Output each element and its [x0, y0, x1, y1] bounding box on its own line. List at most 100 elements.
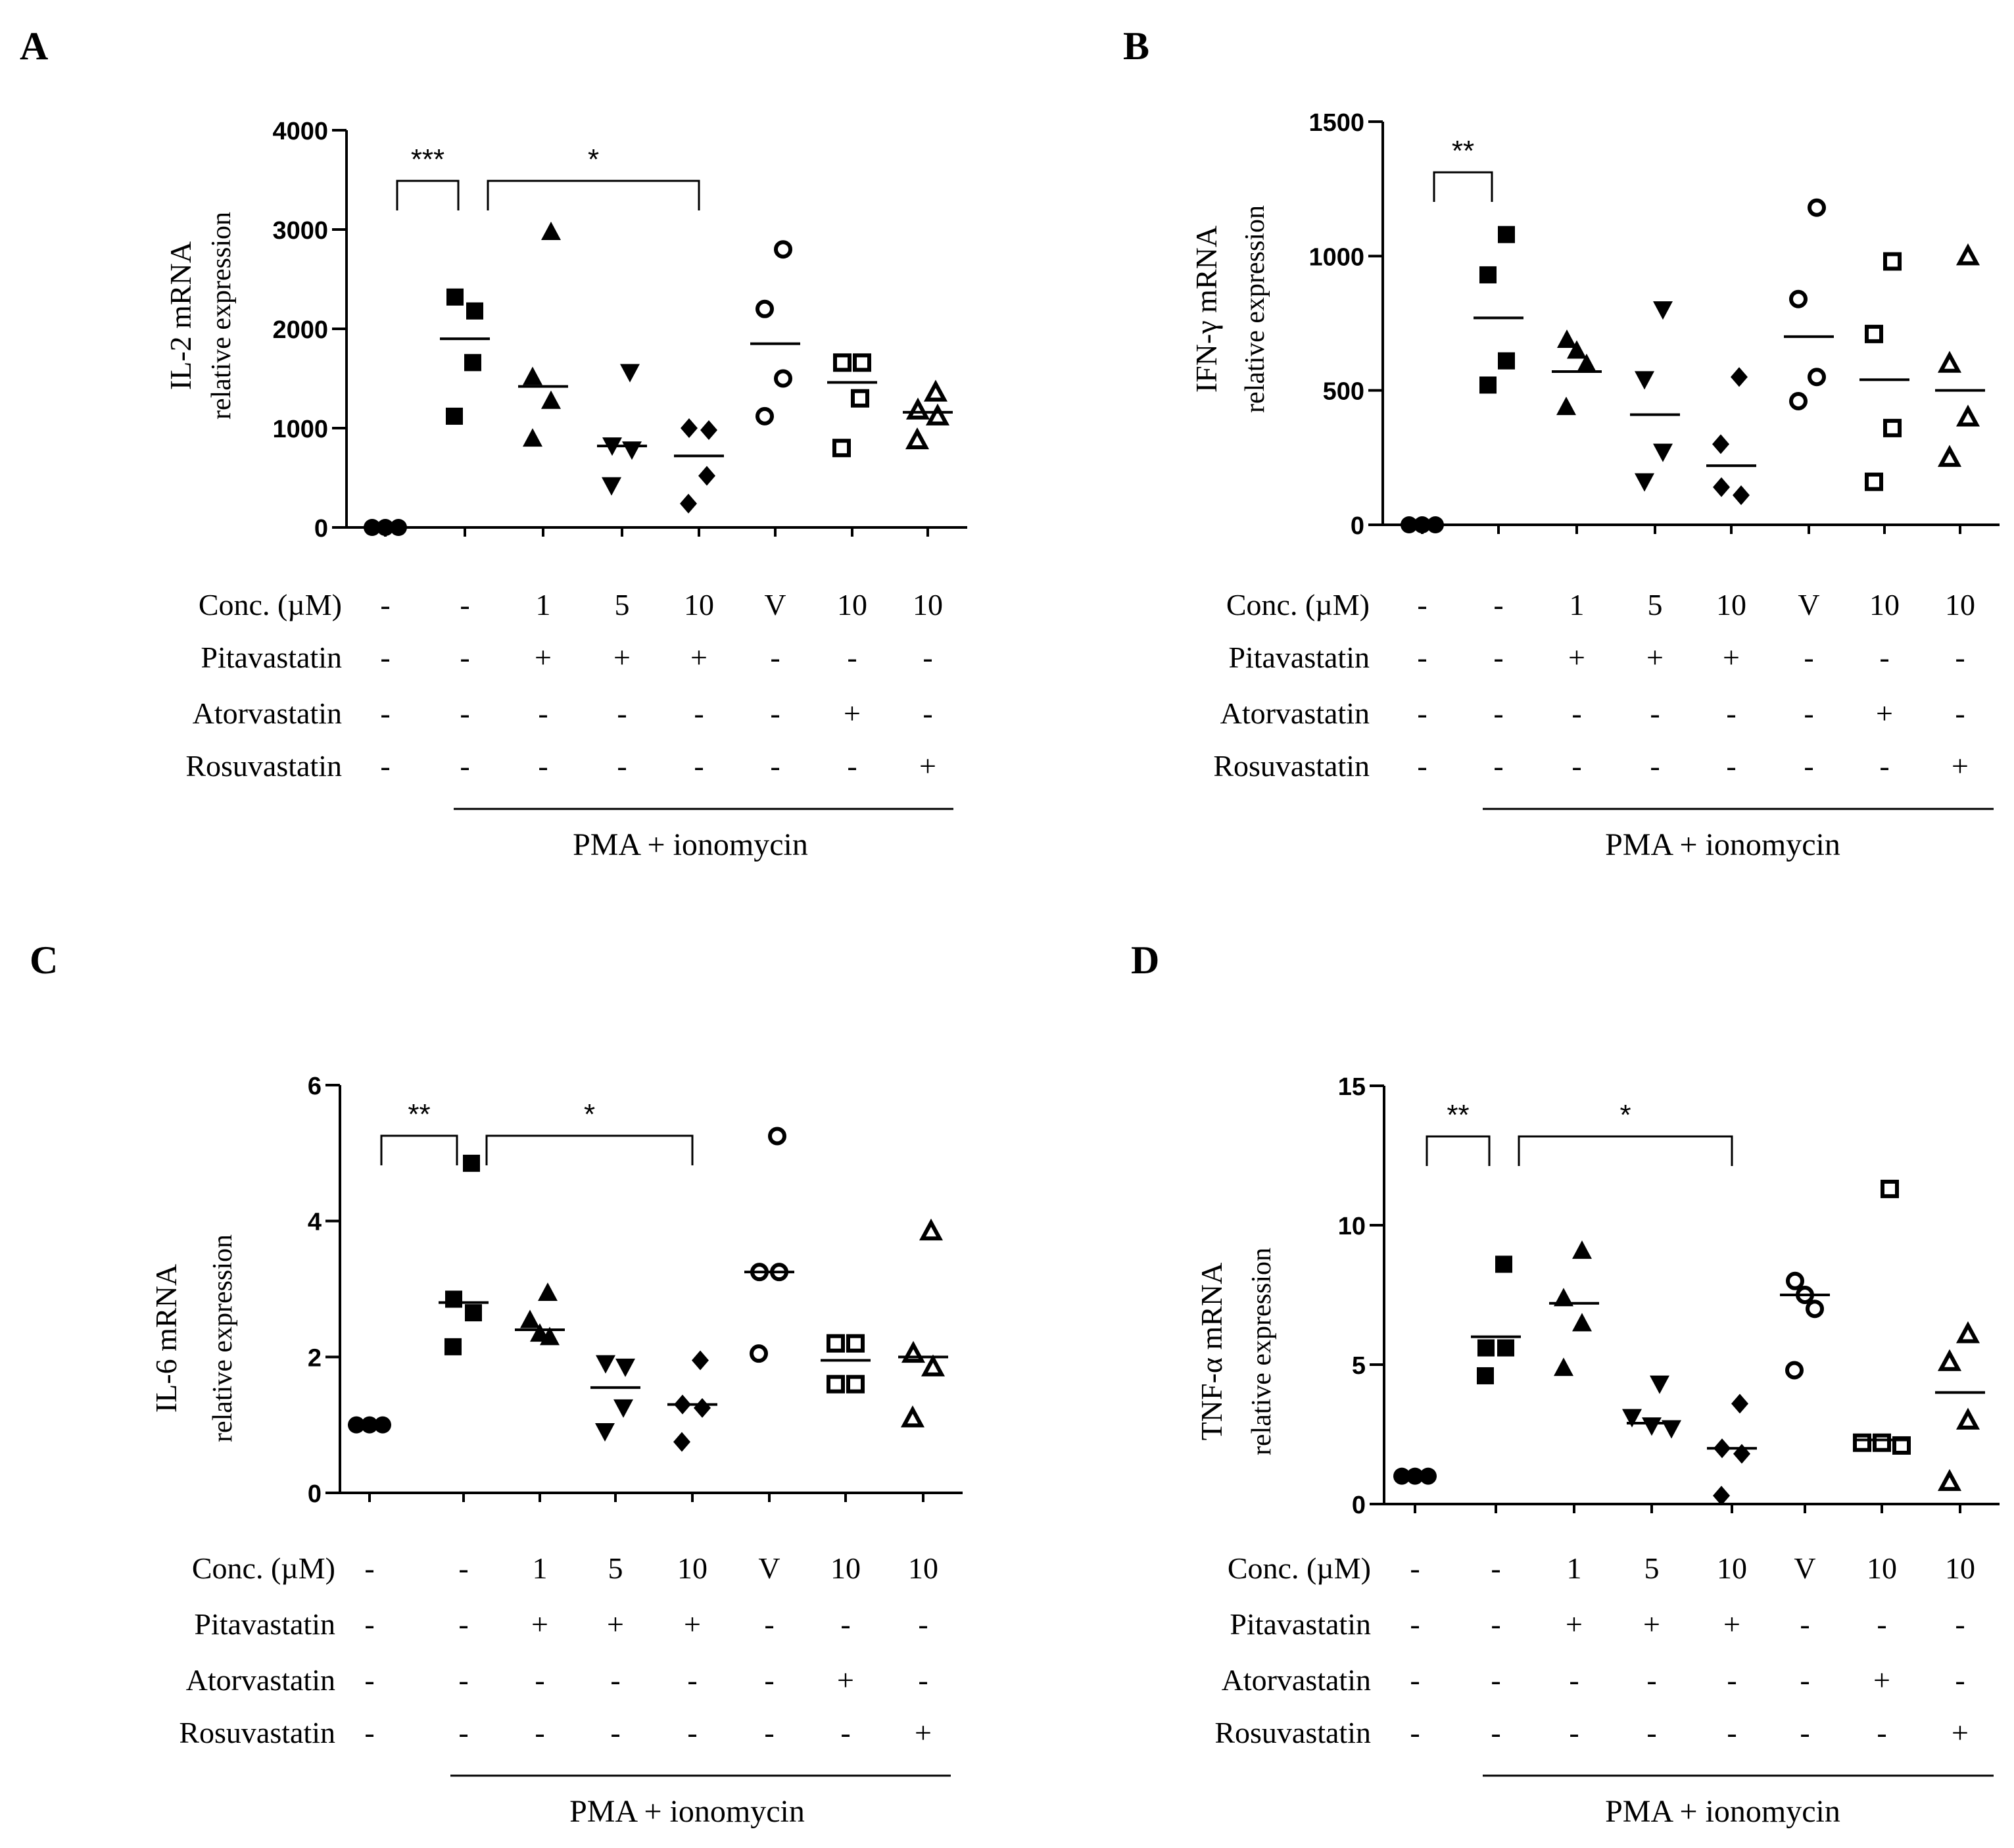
row-cell: -: [460, 588, 469, 621]
row-cell: -: [364, 1716, 374, 1749]
row-cell: 5: [615, 588, 630, 621]
row-cell: -: [847, 749, 857, 783]
data-point: [905, 397, 930, 420]
row-cell: -: [617, 696, 627, 730]
row-label: Rosuvastatin: [185, 749, 342, 783]
group-pitavastatin-1: [515, 1282, 565, 1346]
row-cell: -: [1491, 1607, 1500, 1641]
group-pma-ionomycin: [1474, 226, 1523, 394]
data-point: [1572, 1240, 1592, 1259]
data-point: [541, 390, 561, 409]
row-cell: +: [607, 1607, 624, 1641]
row-cell: -: [694, 749, 704, 783]
row-label: Conc. (µM): [192, 1551, 335, 1585]
row-label: Pitavastatin: [1230, 1607, 1371, 1641]
data-point: [1622, 1409, 1642, 1428]
row-cell: -: [764, 1607, 774, 1641]
data-point: [905, 427, 930, 450]
row-label: Atorvastatin: [1220, 696, 1370, 730]
group-atorvastatin-10: [1859, 252, 1909, 491]
data-point: [700, 420, 717, 441]
row-cell: -: [1727, 1716, 1737, 1749]
panel-a: A 0 1000 2000 3000 4000 IL-2 mRNA relative expr…: [20, 24, 967, 862]
significance-label: **: [1452, 135, 1474, 167]
group-vehicle: [750, 240, 800, 426]
row-cell: -: [1569, 1716, 1579, 1749]
panel-letter: C: [30, 938, 58, 982]
data-point: [1477, 1367, 1494, 1384]
data-point: [1865, 472, 1883, 491]
panel-letter: B: [1123, 24, 1149, 68]
data-point: [1420, 1467, 1437, 1485]
row-cell: -: [1493, 641, 1503, 674]
row-cell: -: [1417, 641, 1427, 674]
data-point: [1393, 1467, 1410, 1485]
y-tick-label: 1000: [1308, 243, 1364, 271]
data-point: [1414, 516, 1431, 533]
data-point: [602, 477, 621, 496]
row-cell: +: [1723, 1607, 1740, 1641]
row-cell: +: [613, 641, 631, 674]
data-point: [1401, 516, 1418, 533]
data-point: [1937, 445, 1962, 467]
row-cell: -: [1650, 696, 1660, 730]
row-cell: -: [1493, 749, 1503, 783]
row-cell: 10: [908, 1551, 938, 1585]
row-cell: -: [840, 1607, 850, 1641]
row-cell: +: [531, 1607, 548, 1641]
data-point: [1406, 1467, 1424, 1485]
row-cell: -: [1955, 696, 1965, 730]
row-cell: -: [1800, 1663, 1810, 1697]
group-pma-ionomycin: [1471, 1255, 1521, 1384]
group-vehicle: [744, 1127, 794, 1363]
data-point: [1713, 477, 1730, 497]
group-atorvastatin-10: [821, 1334, 871, 1394]
data-point: [1713, 1486, 1730, 1506]
row-label: Rosuvastatin: [1213, 749, 1370, 783]
row-cell: -: [1491, 1551, 1500, 1585]
y-tick-label: 15: [1338, 1073, 1366, 1101]
significance-bracket: [1426, 1135, 1491, 1166]
row-cell: -: [918, 1663, 928, 1697]
data-point: [919, 1218, 944, 1241]
row-cell: -: [923, 641, 932, 674]
data-point: [774, 240, 792, 259]
row-cell: V: [764, 588, 786, 621]
row-cell: -: [1804, 749, 1813, 783]
data-point: [921, 1354, 946, 1376]
row-cell: +: [1643, 1607, 1660, 1641]
data-point: [851, 389, 869, 408]
data-point: [923, 379, 948, 402]
data-point: [538, 1282, 558, 1301]
y-tick-label: 5: [1352, 1352, 1366, 1380]
y-axis-label: IFN-γ mRNA: [1189, 226, 1223, 393]
data-point: [833, 353, 851, 372]
row-cell: -: [538, 749, 548, 783]
row-cell: +: [837, 1663, 854, 1697]
row-cell: -: [380, 749, 390, 783]
data-point: [364, 519, 381, 536]
data-point: [540, 1326, 560, 1346]
row-cell: -: [1410, 1663, 1420, 1697]
data-point: [1498, 352, 1515, 370]
data-point: [1806, 1300, 1824, 1319]
group-pitavastatin-5: [1622, 1375, 1681, 1439]
y-tick-label: 2: [308, 1344, 322, 1372]
data-point: [1554, 1288, 1573, 1307]
data-point: [832, 439, 851, 458]
data-point: [523, 366, 542, 385]
row-cell: -: [1417, 588, 1427, 621]
data-point: [755, 406, 774, 426]
row-label: Rosuvastatin: [179, 1716, 335, 1749]
row-cell: +: [1723, 641, 1740, 674]
row-cell: -: [1804, 696, 1813, 730]
significance-bracket: [396, 180, 460, 210]
data-point: [615, 1358, 635, 1377]
data-point: [1635, 371, 1654, 390]
data-point: [925, 403, 950, 426]
significance-bracket: [485, 1134, 694, 1165]
data-point: [1731, 1394, 1748, 1414]
row-cell: -: [770, 641, 780, 674]
